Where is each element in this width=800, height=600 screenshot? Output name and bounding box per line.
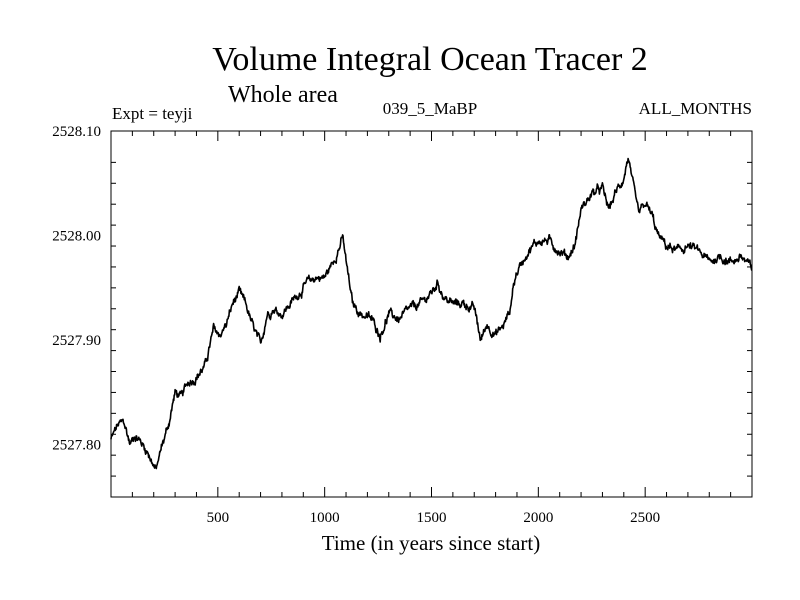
x-tick-label: 500 bbox=[207, 510, 230, 526]
y-tick-label: 2527.80 bbox=[52, 438, 101, 454]
period-label: ALL_MONTHS bbox=[639, 99, 752, 118]
x-tick-label: 2000 bbox=[523, 510, 553, 526]
experiment-label: Expt = teyji bbox=[112, 104, 193, 123]
x-tick-label: 2500 bbox=[630, 510, 660, 526]
x-tick-label: 1500 bbox=[417, 510, 447, 526]
y-tick-label: 2528.10 bbox=[52, 124, 101, 140]
x-axis-label: Time (in years since start) bbox=[322, 531, 541, 555]
plot-frame bbox=[110, 130, 753, 498]
run-label: 039_5_MaBP bbox=[383, 99, 477, 118]
series-line bbox=[110, 157, 753, 470]
y-tick-label: 2528.00 bbox=[52, 229, 101, 245]
tick-labels: 500 1000 1500 2000 2500 2527.80 2527.90 2528.00… bbox=[52, 124, 660, 526]
chart-title: Volume Integral Ocean Tracer 2 bbox=[212, 41, 648, 78]
axis-ticks bbox=[111, 131, 752, 497]
chart-subtitle: Whole area bbox=[228, 82, 338, 108]
y-tick-label: 2527.90 bbox=[52, 333, 101, 349]
x-tick-label: 1000 bbox=[310, 510, 340, 526]
